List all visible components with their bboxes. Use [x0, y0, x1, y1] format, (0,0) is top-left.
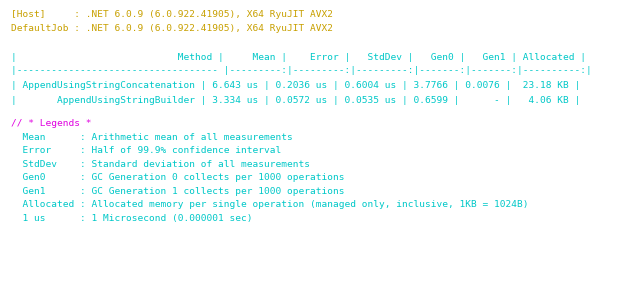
Text: Mean      : Arithmetic mean of all measurements: Mean : Arithmetic mean of all measuremen… — [12, 133, 293, 142]
Text: Gen0      : GC Generation 0 collects per 1000 operations: Gen0 : GC Generation 0 collects per 1000… — [12, 173, 345, 182]
Text: Allocated : Allocated memory per single operation (managed only, inclusive, 1KB : Allocated : Allocated memory per single … — [12, 200, 529, 209]
Text: StdDev    : Standard deviation of all measurements: StdDev : Standard deviation of all measu… — [12, 160, 311, 169]
Text: |----------------------------------- |---------:|---------:|---------:|-------:|: |----------------------------------- |--… — [12, 66, 592, 75]
Text: Error     : Half of 99.9% confidence interval: Error : Half of 99.9% confidence interva… — [12, 146, 282, 155]
Text: | AppendUsingStringConcatenation | 6.643 us | 0.2036 us | 0.6004 us | 3.7766 | 0: | AppendUsingStringConcatenation | 6.643… — [12, 81, 581, 91]
Text: |       AppendUsingStringBuilder | 3.334 us | 0.0572 us | 0.0535 us | 0.6599 |  : | AppendUsingStringBuilder | 3.334 us | … — [12, 96, 581, 105]
Text: Gen1      : GC Generation 1 collects per 1000 operations: Gen1 : GC Generation 1 collects per 1000… — [12, 187, 345, 196]
Text: DefaultJob : .NET 6.0.9 (6.0.922.41905), X64 RyuJIT AVX2: DefaultJob : .NET 6.0.9 (6.0.922.41905),… — [12, 24, 334, 33]
Text: // * Legends *: // * Legends * — [12, 119, 92, 128]
Text: [Host]     : .NET 6.0.9 (6.0.922.41905), X64 RyuJIT AVX2: [Host] : .NET 6.0.9 (6.0.922.41905), X64… — [12, 10, 334, 19]
Text: 1 us      : 1 Microsecond (0.000001 sec): 1 us : 1 Microsecond (0.000001 sec) — [12, 214, 253, 223]
Text: |                            Method |     Mean |    Error |   StdDev |   Gen0 | : | Method | Mean | Error | StdDev | Gen0 … — [12, 53, 587, 62]
